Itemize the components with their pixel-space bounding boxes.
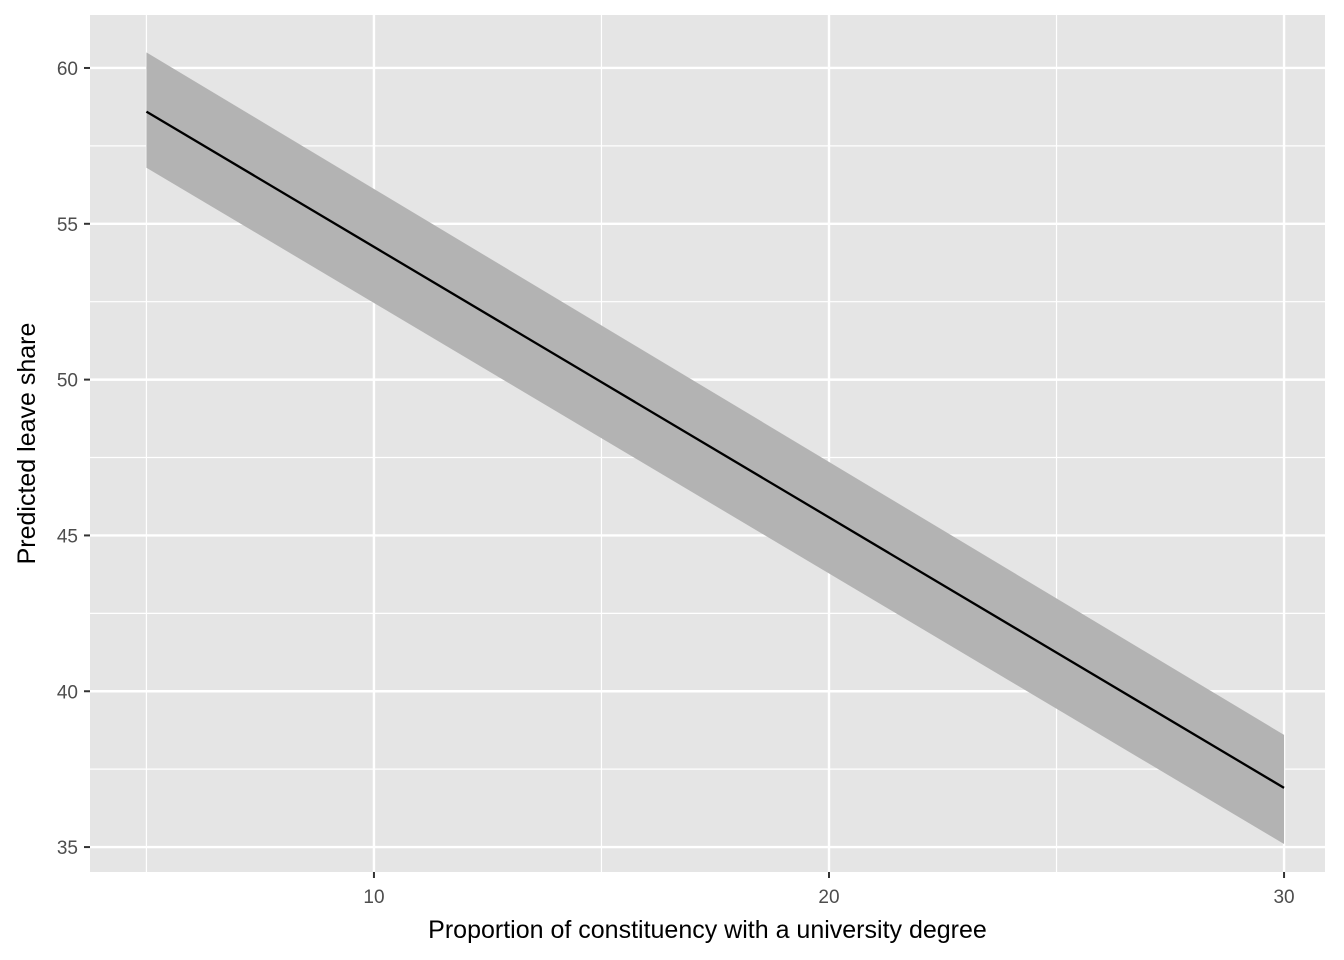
confidence-ribbon (146, 52, 1285, 844)
y-tick-label: 35 (57, 838, 78, 859)
fit-lines (145, 110, 1285, 789)
fit-line (145, 110, 1285, 789)
y-axis-title: Predicted leave share (13, 323, 41, 565)
y-axis: 35 40 45 50 55 60 (57, 59, 90, 859)
x-tick-label: 10 (363, 887, 384, 908)
y-tick-label: 60 (57, 59, 78, 80)
confidence-ribbons (146, 52, 1285, 844)
y-tick-label: 50 (57, 371, 78, 392)
y-tick-label: 40 (57, 682, 78, 703)
x-tick-label: 20 (818, 887, 839, 908)
x-tick-label: 30 (1273, 887, 1294, 908)
y-tick-label: 45 (57, 526, 78, 547)
x-axis: 10 20 30 (363, 872, 1295, 908)
y-tick-label: 55 (57, 215, 78, 236)
x-axis-title: Proportion of constituency with a univer… (428, 916, 987, 944)
